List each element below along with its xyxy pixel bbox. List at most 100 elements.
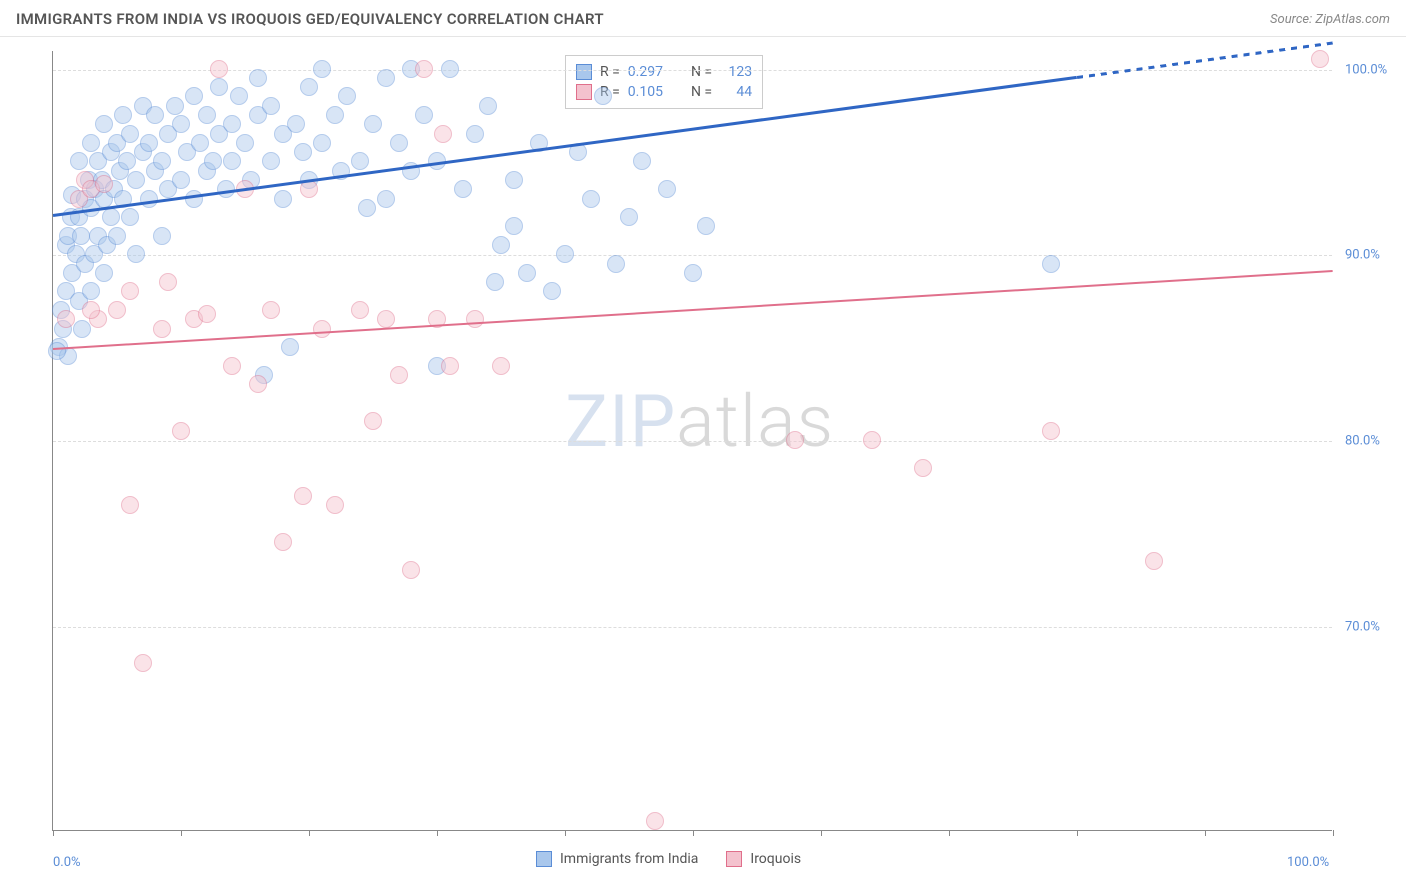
x-tick — [309, 830, 310, 836]
data-point-india — [262, 152, 280, 170]
data-point-india — [95, 115, 113, 133]
data-point-india — [390, 134, 408, 152]
data-point-iroquois — [172, 422, 190, 440]
data-point-india — [230, 87, 248, 105]
legend-swatch-india — [536, 851, 552, 867]
data-point-india — [140, 134, 158, 152]
chart-header: IMMIGRANTS FROM INDIA VS IROQUOIS GED/EQ… — [0, 0, 1406, 37]
data-point-india — [204, 152, 222, 170]
data-point-india — [146, 106, 164, 124]
x-axis-min-label: 0.0% — [53, 855, 81, 870]
data-point-iroquois — [863, 431, 881, 449]
data-point-iroquois — [210, 60, 228, 78]
x-tick — [1077, 830, 1078, 836]
y-tick-label: 70.0% — [1345, 619, 1380, 634]
data-point-india — [492, 236, 510, 254]
data-point-india — [300, 78, 318, 96]
data-point-iroquois — [153, 320, 171, 338]
x-axis-max-label: 100.0% — [1287, 855, 1329, 870]
plot-region: ZIPatlas R =0.297N =123R =0.105N =44 70.… — [52, 51, 1332, 831]
data-point-iroquois — [95, 175, 113, 193]
data-point-india — [415, 106, 433, 124]
legend-item-iroquois: Iroquois — [726, 851, 801, 867]
data-point-india — [364, 115, 382, 133]
trendline-india-dashed — [1077, 42, 1333, 79]
data-point-india — [326, 106, 344, 124]
data-point-iroquois — [313, 320, 331, 338]
data-point-iroquois — [121, 496, 139, 514]
data-point-india — [287, 115, 305, 133]
data-point-india — [274, 190, 292, 208]
data-point-iroquois — [415, 60, 433, 78]
data-point-india — [114, 106, 132, 124]
trendline-iroquois — [53, 270, 1333, 350]
data-point-india — [658, 180, 676, 198]
y-tick-label: 100.0% — [1345, 62, 1387, 77]
data-point-india — [95, 264, 113, 282]
data-point-india — [454, 180, 472, 198]
data-point-iroquois — [351, 301, 369, 319]
gridline — [53, 255, 1332, 256]
data-point-india — [466, 125, 484, 143]
data-point-india — [262, 97, 280, 115]
data-point-iroquois — [914, 459, 932, 477]
data-point-india — [377, 69, 395, 87]
data-point-india — [358, 199, 376, 217]
data-point-iroquois — [390, 366, 408, 384]
data-point-iroquois — [134, 654, 152, 672]
data-point-india — [1042, 255, 1060, 273]
data-point-india — [223, 115, 241, 133]
gridline — [53, 441, 1332, 442]
series-legend: Immigrants from IndiaIroquois — [536, 851, 801, 867]
data-point-iroquois — [646, 812, 664, 830]
data-point-india — [70, 152, 88, 170]
data-point-india — [633, 152, 651, 170]
data-point-india — [108, 227, 126, 245]
stat-r-value-iroquois: 0.105 — [628, 84, 663, 100]
x-tick — [693, 830, 694, 836]
data-point-india — [48, 342, 66, 360]
data-point-india — [505, 171, 523, 189]
data-point-iroquois — [402, 561, 420, 579]
data-point-iroquois — [364, 412, 382, 430]
data-point-india — [236, 134, 254, 152]
data-point-india — [518, 264, 536, 282]
data-point-india — [313, 134, 331, 152]
data-point-india — [697, 217, 715, 235]
stats-row-india: R =0.297N =123 — [576, 62, 752, 82]
data-point-india — [185, 87, 203, 105]
data-point-india — [121, 125, 139, 143]
data-point-india — [121, 208, 139, 226]
data-point-india — [505, 217, 523, 235]
data-point-india — [223, 152, 241, 170]
stat-n-value-iroquois: 44 — [720, 84, 752, 100]
data-point-india — [582, 190, 600, 208]
data-point-india — [198, 106, 216, 124]
x-tick — [1205, 830, 1206, 836]
stat-r-label: R = — [600, 64, 620, 80]
data-point-india — [607, 255, 625, 273]
x-tick — [1333, 830, 1334, 836]
data-point-india — [82, 282, 100, 300]
data-point-iroquois — [1042, 422, 1060, 440]
data-point-iroquois — [326, 496, 344, 514]
data-point-india — [153, 152, 171, 170]
legend-swatch-iroquois — [726, 851, 742, 867]
data-point-india — [351, 152, 369, 170]
data-point-india — [313, 60, 331, 78]
x-tick — [949, 830, 950, 836]
data-point-iroquois — [274, 533, 292, 551]
data-point-india — [153, 227, 171, 245]
chart-source: Source: ZipAtlas.com — [1270, 12, 1390, 27]
chart-title: IMMIGRANTS FROM INDIA VS IROQUOIS GED/EQ… — [16, 10, 604, 28]
data-point-india — [294, 143, 312, 161]
data-point-india — [441, 60, 459, 78]
data-point-india — [249, 69, 267, 87]
x-tick — [53, 830, 54, 836]
data-point-india — [127, 245, 145, 263]
data-point-india — [684, 264, 702, 282]
watermark-zip: ZIP — [565, 379, 676, 464]
data-point-india — [486, 273, 504, 291]
data-point-iroquois — [466, 310, 484, 328]
x-tick — [437, 830, 438, 836]
